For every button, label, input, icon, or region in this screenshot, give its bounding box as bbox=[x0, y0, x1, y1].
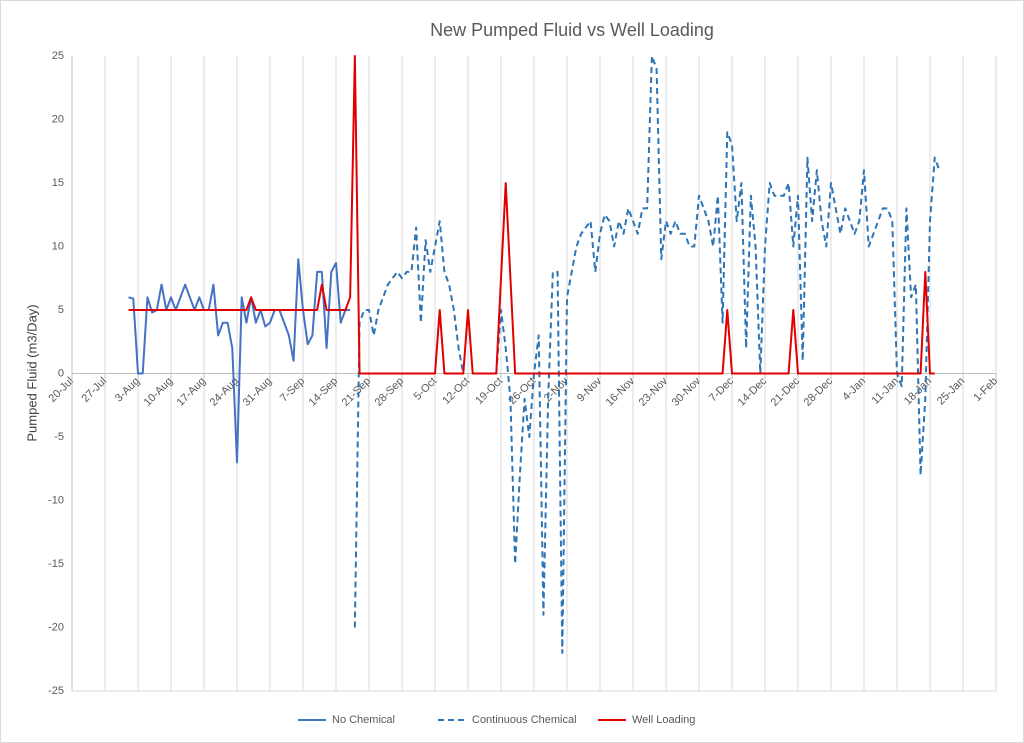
y-tick-label: 20 bbox=[52, 113, 64, 125]
y-tick-label: 5 bbox=[58, 304, 64, 316]
y-tick-label: 25 bbox=[52, 50, 64, 62]
legend-label: Continuous Chemical bbox=[472, 714, 577, 726]
y-tick-label: 10 bbox=[52, 240, 64, 252]
legend-label: No Chemical bbox=[332, 714, 395, 726]
series-line bbox=[128, 55, 935, 375]
y-axis-label: Pumped Fluid (m3/Day) bbox=[24, 304, 39, 441]
series-line bbox=[128, 258, 351, 464]
y-tick-label: -25 bbox=[48, 685, 64, 697]
y-tick-label: -10 bbox=[48, 494, 64, 506]
chart-title: New Pumped Fluid vs Well Loading bbox=[430, 20, 714, 40]
series-line bbox=[353, 220, 465, 628]
y-tick-label: -20 bbox=[48, 621, 64, 633]
y-tick-label: 0 bbox=[58, 367, 64, 379]
series-line bbox=[495, 55, 941, 654]
y-tick-label: -15 bbox=[48, 558, 64, 570]
legend-label: Well Loading bbox=[632, 714, 695, 726]
y-tick-label: 15 bbox=[52, 177, 64, 189]
y-tick-label: -5 bbox=[54, 431, 64, 443]
